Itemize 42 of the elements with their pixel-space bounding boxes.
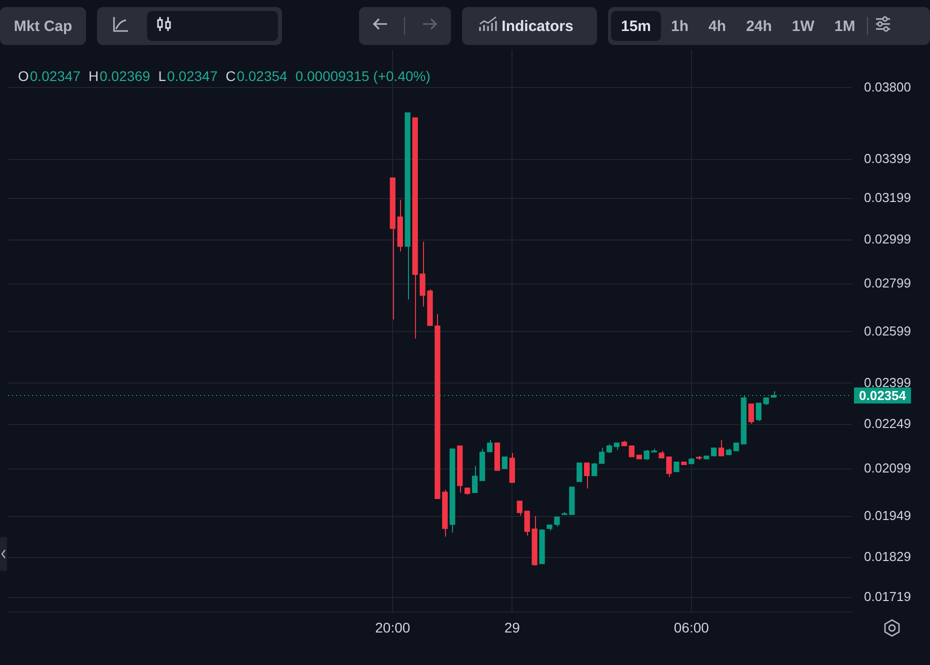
ref-line-label: 0.02354 bbox=[859, 388, 907, 404]
candlestick bbox=[584, 462, 590, 490]
y-tick-label: 0.02099 bbox=[864, 460, 911, 476]
text: 15m bbox=[611, 11, 662, 41]
candlestick bbox=[591, 462, 598, 476]
candlestick bbox=[472, 465, 478, 494]
x-tick-label: 20:00 bbox=[375, 619, 410, 636]
candlestick bbox=[576, 462, 582, 482]
candlestick bbox=[756, 402, 762, 422]
annotation: C0.02354 bbox=[226, 68, 288, 84]
text: 4h bbox=[708, 16, 728, 36]
x-tick-label: 29 bbox=[504, 619, 520, 636]
candlestick bbox=[502, 456, 508, 470]
text: 24h bbox=[745, 16, 773, 36]
text: 1M bbox=[833, 16, 856, 36]
candlestick bbox=[674, 462, 680, 472]
y-tick-label: 0.02399 bbox=[864, 374, 911, 390]
y-tick-label: 0.01719 bbox=[864, 588, 911, 604]
candlestick bbox=[486, 439, 493, 452]
y-tick-label: 0.03800 bbox=[864, 79, 911, 94]
text: 1h bbox=[670, 16, 690, 36]
candlestick bbox=[598, 447, 605, 464]
candlestick bbox=[516, 500, 522, 516]
text: 1W bbox=[790, 16, 816, 36]
y-tick-label: 0.02999 bbox=[864, 231, 911, 246]
annotation: 0.00009315 (+0.40%) bbox=[295, 68, 430, 84]
y-tick-label: 0.03199 bbox=[864, 190, 911, 205]
y-tick-label: 0.03399 bbox=[864, 150, 911, 166]
annotation: H0.02369 bbox=[88, 68, 150, 84]
annotation: O0.02347 bbox=[18, 68, 81, 84]
text: Indicators bbox=[500, 16, 574, 36]
y-tick-label: 0.02799 bbox=[864, 276, 911, 291]
x-tick-label: 06:00 bbox=[674, 619, 710, 636]
y-tick-label: 0.02599 bbox=[864, 323, 911, 338]
candlestick bbox=[748, 403, 754, 424]
y-tick-label: 0.01949 bbox=[864, 508, 911, 524]
text: Mkt Cap bbox=[12, 16, 74, 36]
annotation: L0.02347 bbox=[158, 68, 218, 84]
candlestick bbox=[628, 446, 634, 458]
y-tick-label: 0.01829 bbox=[864, 549, 911, 564]
y-tick-label: 0.02249 bbox=[864, 416, 911, 432]
candlestick bbox=[718, 439, 724, 456]
